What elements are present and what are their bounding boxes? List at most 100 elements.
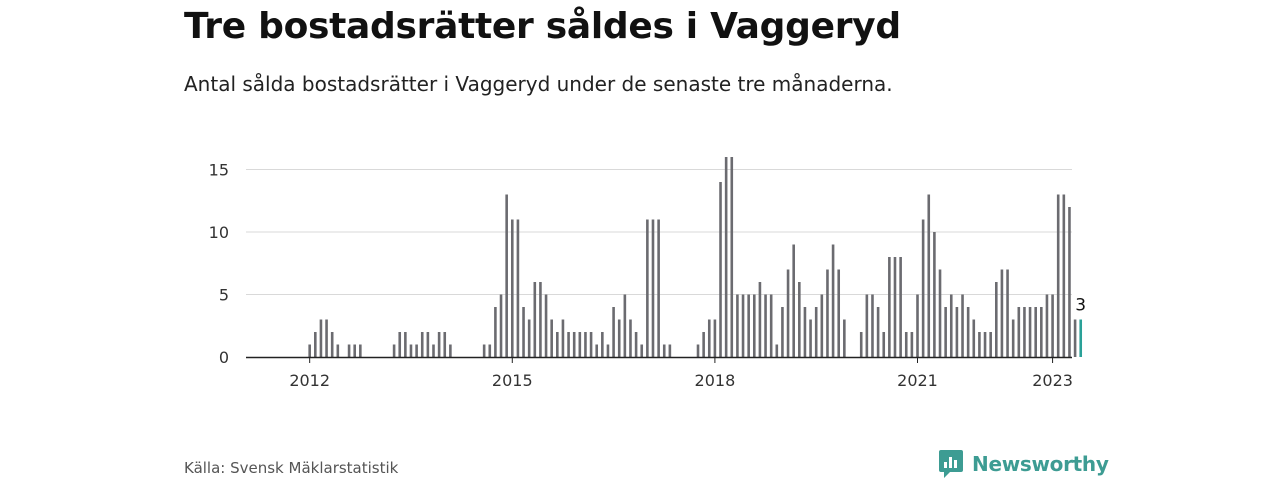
bar — [437, 332, 441, 357]
bar — [961, 294, 964, 357]
bar — [696, 344, 700, 357]
bar — [1045, 294, 1049, 357]
bar — [921, 219, 925, 357]
bar — [803, 307, 807, 357]
bar — [1023, 307, 1026, 357]
bar-chart: 0 5 10 15 2012 2015 2018 2021 2023 3 — [209, 157, 1086, 390]
bar — [634, 332, 638, 357]
chart-title: Tre bostadsrätter såldes i Vaggeryd — [184, 6, 901, 47]
bar — [882, 332, 886, 357]
bar — [966, 307, 970, 357]
bar — [1062, 194, 1066, 357]
bar — [792, 244, 795, 357]
bar — [409, 344, 413, 357]
bar — [420, 332, 424, 357]
bar — [578, 332, 582, 357]
bar — [488, 344, 492, 357]
bar — [983, 332, 987, 357]
bar — [1011, 319, 1015, 357]
bar — [831, 244, 835, 357]
newsworthy-logo: Newsworthy — [938, 449, 1109, 479]
bar — [533, 282, 537, 357]
x-tick-label: 2023 — [1032, 371, 1073, 390]
x-axis: 2012 2015 2018 2021 2023 — [246, 356, 1073, 390]
bar — [826, 269, 829, 357]
bar — [623, 294, 627, 357]
x-tick-label: 2018 — [695, 371, 736, 390]
bar — [724, 157, 728, 357]
bar — [646, 219, 649, 357]
bar — [871, 294, 874, 357]
bar — [325, 319, 328, 357]
bar — [798, 282, 801, 357]
source-note: Källa: Svensk Mäklarstatistik — [184, 459, 399, 477]
bar — [837, 269, 841, 357]
bar — [1034, 307, 1037, 357]
bar — [820, 294, 824, 357]
newsworthy-icon — [939, 450, 963, 478]
bar — [539, 282, 542, 357]
bar — [359, 344, 362, 357]
y-tick-label: 5 — [219, 286, 229, 305]
bar — [443, 332, 447, 357]
bar — [995, 282, 998, 357]
bar — [595, 344, 599, 357]
bar — [927, 194, 931, 357]
bar — [781, 307, 784, 357]
bar — [572, 332, 576, 357]
bar — [494, 307, 497, 357]
bar — [556, 332, 559, 357]
y-tick-label: 0 — [219, 348, 229, 367]
bar — [859, 332, 863, 357]
bar — [662, 344, 666, 357]
bar — [336, 344, 340, 357]
bar — [612, 307, 615, 357]
bar — [392, 344, 396, 357]
bar — [1000, 269, 1004, 357]
bar — [938, 269, 942, 357]
bar — [904, 332, 908, 357]
bar — [747, 294, 750, 357]
bar — [1056, 194, 1060, 357]
bar — [550, 319, 553, 357]
bar-latest — [1079, 319, 1083, 357]
bar — [888, 257, 891, 357]
bar — [1040, 307, 1043, 357]
bar — [601, 332, 604, 357]
bar — [972, 319, 976, 357]
bar — [426, 332, 430, 357]
bar — [651, 219, 655, 357]
bar — [510, 219, 514, 357]
bar — [668, 344, 672, 357]
bar — [989, 332, 992, 357]
bar — [809, 319, 812, 357]
bar — [527, 319, 531, 357]
brand-name: Newsworthy — [972, 452, 1109, 476]
bar — [347, 344, 351, 357]
bar — [449, 344, 452, 357]
bar — [561, 319, 565, 357]
bar — [899, 257, 902, 357]
bar — [629, 319, 632, 357]
bar — [752, 294, 756, 357]
bar — [432, 344, 435, 357]
bar — [1006, 269, 1009, 357]
bar — [741, 294, 745, 357]
y-tick-label: 10 — [209, 223, 229, 242]
bar — [702, 332, 705, 357]
bar — [1051, 294, 1054, 357]
y-tick-label: 15 — [209, 161, 229, 180]
bar — [314, 332, 317, 357]
bar — [933, 232, 936, 357]
x-tick-label: 2012 — [289, 371, 330, 390]
bar — [730, 157, 734, 357]
bar — [916, 294, 919, 357]
bar — [736, 294, 739, 357]
bar — [865, 294, 869, 357]
bar — [308, 344, 311, 357]
bar — [499, 294, 503, 357]
bar — [843, 319, 846, 357]
bar — [330, 332, 334, 357]
bar — [584, 332, 587, 357]
bar — [719, 182, 722, 357]
